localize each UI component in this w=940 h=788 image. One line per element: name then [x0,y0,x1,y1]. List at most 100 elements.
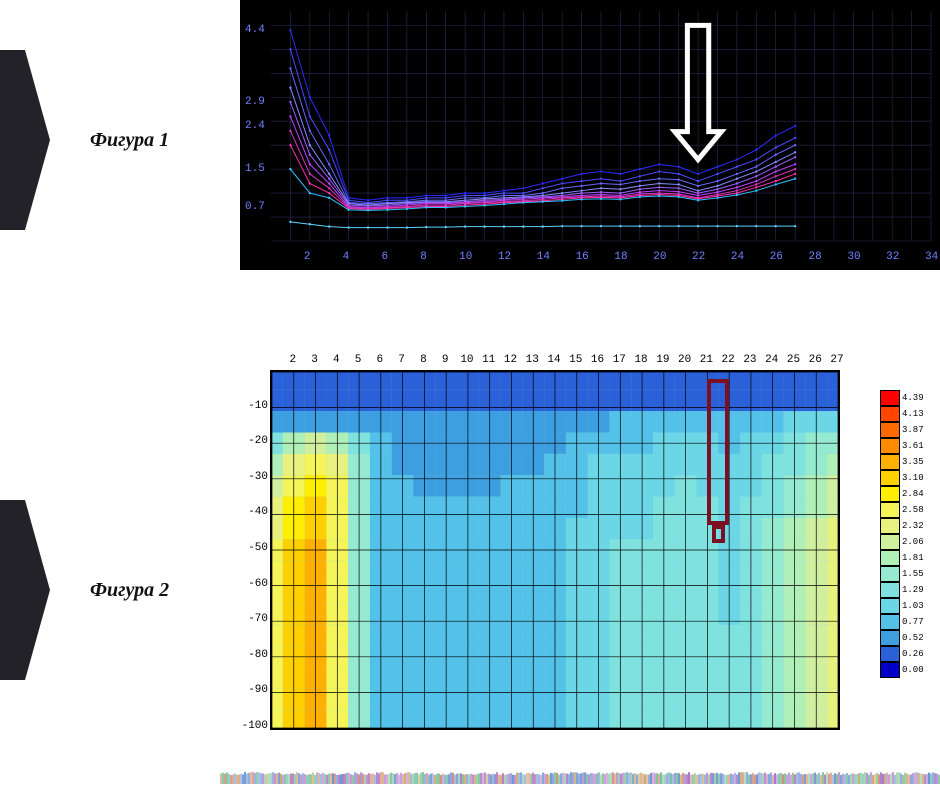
fig1-xtick: 20 [653,251,666,263]
legend-swatch [880,646,900,662]
legend-row: 1.03 [880,598,940,614]
legend-row: 1.81 [880,550,940,566]
legend-row: 3.10 [880,470,940,486]
footer-noise-bar [220,772,940,784]
legend-swatch [880,486,900,502]
fig2-ytick: -70 [238,613,268,625]
fig1-xtick: 18 [614,251,627,263]
fig2-ytick: -50 [238,542,268,554]
color-legend: 4.394.133.873.613.353.102.842.582.322.06… [880,390,940,678]
legend-swatch [880,550,900,566]
legend-value: 3.35 [902,454,924,470]
fig1-xtick: 4 [343,251,350,263]
legend-swatch [880,422,900,438]
fig2-xtick: 13 [521,354,543,366]
fig2-xtick: 12 [499,354,521,366]
legend-value: 1.03 [902,598,924,614]
fig2-xtick: 4 [325,354,347,366]
legend-swatch [880,566,900,582]
legend-value: 2.32 [902,518,924,534]
fig1-xtick: 2 [304,251,311,263]
fig2-ytick: -80 [238,649,268,661]
legend-value: 2.84 [902,486,924,502]
legend-row: 0.77 [880,614,940,630]
legend-swatch [880,470,900,486]
legend-value: 4.13 [902,406,924,422]
legend-value: 0.26 [902,646,924,662]
figure2-svg [272,372,838,728]
fig2-xtick: 16 [587,354,609,366]
figure1-line-chart: 0.71.52.42.94.42468101214161820222426283… [240,0,940,270]
fig2-ytick: -90 [238,684,268,696]
fig2-ytick: -10 [238,400,268,412]
figure2-label: Фигура 2 [90,579,169,602]
heatmap-highlight-rect-foot [712,525,725,543]
legend-swatch [880,518,900,534]
fig1-xtick: 34 [925,251,938,263]
legend-row: 0.26 [880,646,940,662]
legend-row: 0.00 [880,662,940,678]
legend-value: 1.29 [902,582,924,598]
legend-swatch [880,614,900,630]
legend-swatch [880,502,900,518]
fig1-xtick: 14 [537,251,550,263]
fig1-xtick: 26 [770,251,783,263]
figure2-plot-area [270,370,840,730]
legend-row: 1.55 [880,566,940,582]
legend-value: 2.06 [902,534,924,550]
fig1-ytick: 2.4 [245,120,265,132]
fig1-xtick: 30 [847,251,860,263]
fig2-xtick: 2 [282,354,304,366]
figure2-banner: Фигура 2 [0,500,169,680]
fig2-xtick: 17 [608,354,630,366]
legend-value: 3.61 [902,438,924,454]
legend-row: 4.13 [880,406,940,422]
legend-row: 3.87 [880,422,940,438]
fig1-ytick: 1.5 [245,163,265,175]
fig2-xtick: 22 [717,354,739,366]
legend-swatch [880,406,900,422]
fig2-xtick: 7 [391,354,413,366]
fig2-ytick: -60 [238,578,268,590]
fig2-xtick: 9 [434,354,456,366]
banner-arrow-shape [0,500,50,680]
fig2-xtick: 23 [739,354,761,366]
figure1-svg [241,1,940,271]
legend-swatch [880,454,900,470]
figure1-banner: Фигура 1 [0,50,169,230]
legend-value: 2.58 [902,502,924,518]
fig1-xtick: 32 [886,251,899,263]
fig2-xtick: 11 [478,354,500,366]
legend-row: 4.39 [880,390,940,406]
legend-swatch [880,582,900,598]
fig1-xtick: 8 [420,251,427,263]
fig1-xtick: 28 [809,251,822,263]
legend-swatch [880,598,900,614]
legend-value: 1.81 [902,550,924,566]
fig2-xtick: 21 [695,354,717,366]
fig1-xtick: 6 [381,251,388,263]
fig2-xtick: 27 [826,354,848,366]
fig1-ytick: 2.9 [245,96,265,108]
banner-arrow-shape [0,50,50,230]
figure2-heatmap: 4.394.133.873.613.353.102.842.582.322.06… [240,350,940,760]
fig1-xtick: 10 [459,251,472,263]
legend-value: 4.39 [902,390,924,406]
fig2-xtick: 15 [565,354,587,366]
heatmap-highlight-rect [707,379,729,525]
fig2-xtick: 14 [543,354,565,366]
legend-swatch [880,662,900,678]
fig2-ytick: -40 [238,506,268,518]
fig2-xtick: 8 [412,354,434,366]
legend-row: 0.52 [880,630,940,646]
legend-row: 3.35 [880,454,940,470]
fig1-xtick: 24 [731,251,744,263]
legend-value: 3.10 [902,470,924,486]
legend-swatch [880,534,900,550]
fig2-xtick: 3 [304,354,326,366]
fig2-ytick: -100 [238,720,268,732]
fig2-xtick: 5 [347,354,369,366]
legend-row: 2.32 [880,518,940,534]
legend-swatch [880,438,900,454]
fig1-xtick: 16 [576,251,589,263]
